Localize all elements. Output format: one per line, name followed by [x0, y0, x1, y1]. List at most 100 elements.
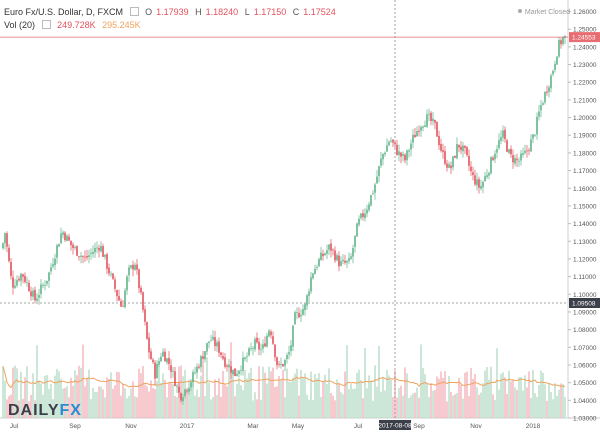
volume-bar	[362, 398, 364, 418]
volume-bar	[486, 367, 488, 418]
volume-bar	[430, 383, 432, 418]
candle-body	[486, 175, 488, 178]
volume-bar	[348, 389, 350, 418]
volume-legend: Vol (20) 249.728K 295.245K	[4, 20, 145, 30]
candle-body	[416, 131, 418, 137]
candle-body	[376, 176, 378, 184]
volume-bar	[420, 344, 422, 418]
volume-bar	[116, 371, 118, 418]
candle-body	[66, 235, 68, 242]
candle-body	[484, 176, 486, 182]
volume-visibility-checkbox[interactable]	[41, 20, 51, 29]
candle-body	[184, 389, 186, 397]
candle-body	[386, 145, 388, 152]
candle-body	[272, 336, 274, 344]
y-tick-label: 1.24000	[573, 44, 597, 51]
candle-body	[268, 330, 270, 337]
volume-bar	[80, 367, 82, 418]
candle-body	[540, 105, 542, 111]
volume-bar	[90, 399, 92, 418]
candle-body	[490, 156, 492, 174]
y-tick-label: 1.25000	[573, 27, 597, 34]
volume-bar	[188, 379, 190, 418]
candle-body	[506, 140, 508, 152]
volume-bar	[28, 401, 30, 418]
volume-bar	[104, 397, 106, 418]
status-dot-icon	[517, 9, 522, 13]
candle-body	[18, 278, 20, 281]
volume-bar	[14, 365, 16, 418]
candle-body	[398, 151, 400, 156]
volume-bar	[204, 396, 206, 418]
market-status-text: Market Closed	[524, 9, 570, 16]
candle-body	[142, 292, 144, 310]
volume-bar	[516, 389, 518, 418]
candle-body	[238, 370, 240, 374]
close-value: 1.17524	[303, 7, 336, 17]
volume-bar	[154, 389, 156, 418]
volume-bar	[8, 396, 10, 418]
x-tick-label: Nov	[470, 423, 482, 430]
candle-body	[30, 291, 32, 297]
volume-bar	[224, 383, 226, 418]
volume-bar	[510, 381, 512, 418]
volume-bar	[542, 372, 544, 418]
volume-bar	[206, 357, 208, 418]
open-value: 1.17939	[156, 7, 189, 17]
candle-body	[532, 134, 534, 139]
volume-bar	[416, 387, 418, 418]
volume-bar	[256, 399, 258, 418]
candle-body	[508, 149, 510, 153]
volume-bar	[442, 377, 444, 418]
volume-bar	[306, 394, 308, 418]
candle-body	[216, 342, 218, 347]
candle-body	[210, 340, 212, 342]
volume-bar	[400, 385, 402, 418]
volume-bar	[522, 390, 524, 418]
candle-body	[206, 342, 208, 352]
volume-bar	[84, 386, 86, 418]
volume-bar	[140, 373, 142, 418]
candle-body	[436, 122, 438, 137]
volume-bar	[374, 365, 376, 418]
candle-body	[140, 287, 142, 293]
volume-bar	[326, 384, 328, 418]
candle-body	[428, 113, 430, 115]
candle-body	[188, 388, 190, 392]
candle-body	[462, 145, 464, 152]
volume-bar	[118, 372, 120, 418]
volume-bar	[138, 368, 140, 418]
volume-bar	[544, 384, 546, 418]
candle-body	[56, 245, 58, 258]
candle-body	[472, 172, 474, 175]
volume-bar	[540, 370, 542, 418]
candle-body	[538, 111, 540, 117]
volume-bar	[2, 366, 4, 418]
volume-bar	[296, 368, 298, 418]
volume-bar	[168, 382, 170, 418]
volume-bar	[200, 375, 202, 418]
y-tick-label: 1.10000	[573, 292, 597, 299]
candle-body	[332, 249, 334, 251]
candle-body	[314, 268, 316, 275]
candle-body	[46, 280, 48, 284]
volume-bar	[100, 386, 102, 418]
volume-bar	[434, 390, 436, 418]
crosshair-price-box	[569, 297, 600, 308]
visibility-checkbox[interactable]	[129, 7, 139, 16]
y-tick-label: 1.08000	[573, 327, 597, 334]
candle-body	[410, 143, 412, 150]
candle-body	[324, 253, 326, 255]
volume-bar	[428, 396, 430, 418]
candle-body	[434, 119, 436, 123]
volume-bar	[166, 397, 168, 418]
volume-bar	[212, 397, 214, 418]
candle-body	[402, 154, 404, 156]
volume-bar	[264, 372, 266, 418]
volume-bar	[106, 377, 108, 418]
volume-bar	[240, 385, 242, 418]
candle-body	[536, 116, 538, 135]
volume-bar	[560, 383, 562, 418]
